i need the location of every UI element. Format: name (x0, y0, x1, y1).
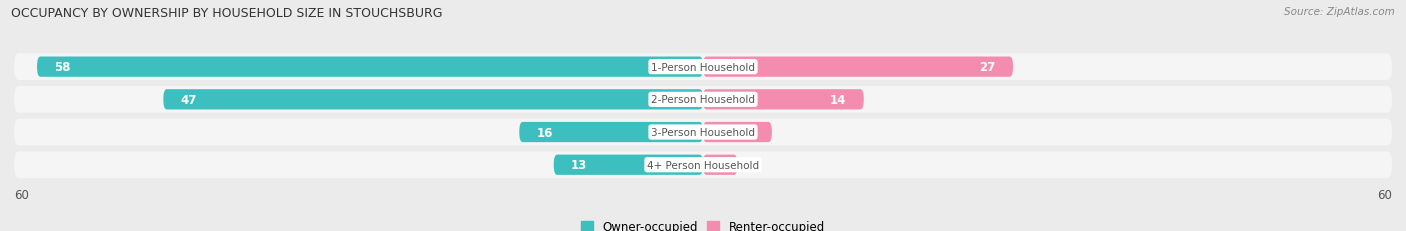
Text: 4+ Person Household: 4+ Person Household (647, 160, 759, 170)
FancyBboxPatch shape (14, 87, 1392, 113)
Text: 3: 3 (711, 158, 720, 171)
FancyBboxPatch shape (519, 122, 703, 143)
FancyBboxPatch shape (14, 152, 1392, 178)
FancyBboxPatch shape (14, 119, 1392, 146)
Text: 16: 16 (537, 126, 553, 139)
Text: 58: 58 (55, 61, 70, 74)
Text: OCCUPANCY BY OWNERSHIP BY HOUSEHOLD SIZE IN STOUCHSBURG: OCCUPANCY BY OWNERSHIP BY HOUSEHOLD SIZE… (11, 7, 443, 20)
FancyBboxPatch shape (163, 90, 703, 110)
Text: 14: 14 (830, 93, 846, 106)
FancyBboxPatch shape (703, 90, 863, 110)
Text: 27: 27 (980, 61, 995, 74)
Text: Source: ZipAtlas.com: Source: ZipAtlas.com (1284, 7, 1395, 17)
Text: 60: 60 (14, 188, 30, 201)
FancyBboxPatch shape (703, 122, 772, 143)
Text: 1-Person Household: 1-Person Household (651, 62, 755, 72)
Legend: Owner-occupied, Renter-occupied: Owner-occupied, Renter-occupied (576, 216, 830, 231)
Text: 6: 6 (747, 126, 755, 139)
Text: 13: 13 (571, 158, 588, 171)
FancyBboxPatch shape (703, 57, 1012, 77)
Text: 60: 60 (1376, 188, 1392, 201)
Text: 3-Person Household: 3-Person Household (651, 128, 755, 137)
FancyBboxPatch shape (14, 54, 1392, 81)
FancyBboxPatch shape (554, 155, 703, 175)
Text: 47: 47 (180, 93, 197, 106)
Text: 2-Person Household: 2-Person Household (651, 95, 755, 105)
FancyBboxPatch shape (703, 155, 738, 175)
FancyBboxPatch shape (37, 57, 703, 77)
